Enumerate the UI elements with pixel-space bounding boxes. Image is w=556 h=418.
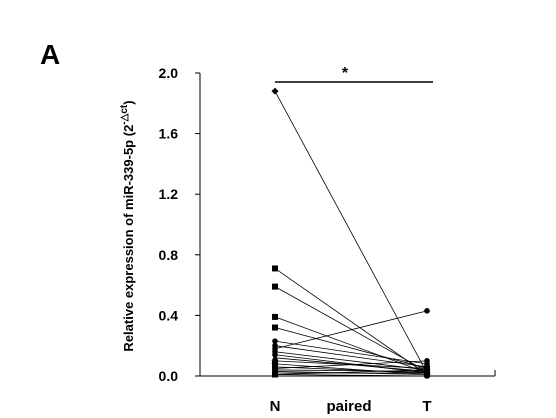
y-title-base: Relative expression of miR-339-5p (2 [121,125,136,352]
significance-star: * [342,65,349,82]
significance-bracket: * [275,65,433,83]
pair-line [274,327,428,369]
pair-line [274,360,428,369]
pair-line [274,369,428,375]
y-title-superscript: -△ct [119,104,130,125]
y-tick-label: 2.0 [159,65,179,81]
point-n [272,360,278,367]
pair-line [274,286,428,372]
x-label-n: N [270,398,281,415]
point-n [272,371,278,378]
data-points [271,87,431,379]
pair-line [274,310,428,350]
pair-line [274,345,428,368]
y-tick-label: 1.2 [159,186,179,202]
x-label-paired: paired [326,398,371,415]
point-n [271,87,279,95]
point-n [272,313,278,320]
pair-line [274,374,428,377]
x-label-t: T [422,398,431,415]
point-t [424,366,430,373]
point-n [272,324,278,331]
point-t [424,308,430,314]
pair-line [274,354,428,374]
pair-line [274,366,428,374]
point-t [424,373,430,379]
y-tick-label: 1.6 [159,126,179,142]
pair-line [274,268,428,375]
pair-line [274,340,428,365]
y-title-close: ) [121,100,136,104]
y-ticks: 0.0 0.4 0.8 1.2 1.6 2.0 [159,65,200,384]
axes [199,73,496,377]
pair-line [274,369,428,372]
y-axis-title: Relative expression of miR-339-5p (2-△ct… [119,100,136,351]
y-tick-label: 0.8 [159,247,179,263]
paired-lines [274,90,428,377]
y-tick-label: 0.0 [159,368,179,384]
point-n [272,338,278,344]
point-n [272,265,278,272]
panel-label: A [40,39,60,70]
point-t [424,358,430,364]
y-tick-label: 0.4 [159,307,179,323]
point-n [272,283,278,290]
pair-line [274,90,428,374]
